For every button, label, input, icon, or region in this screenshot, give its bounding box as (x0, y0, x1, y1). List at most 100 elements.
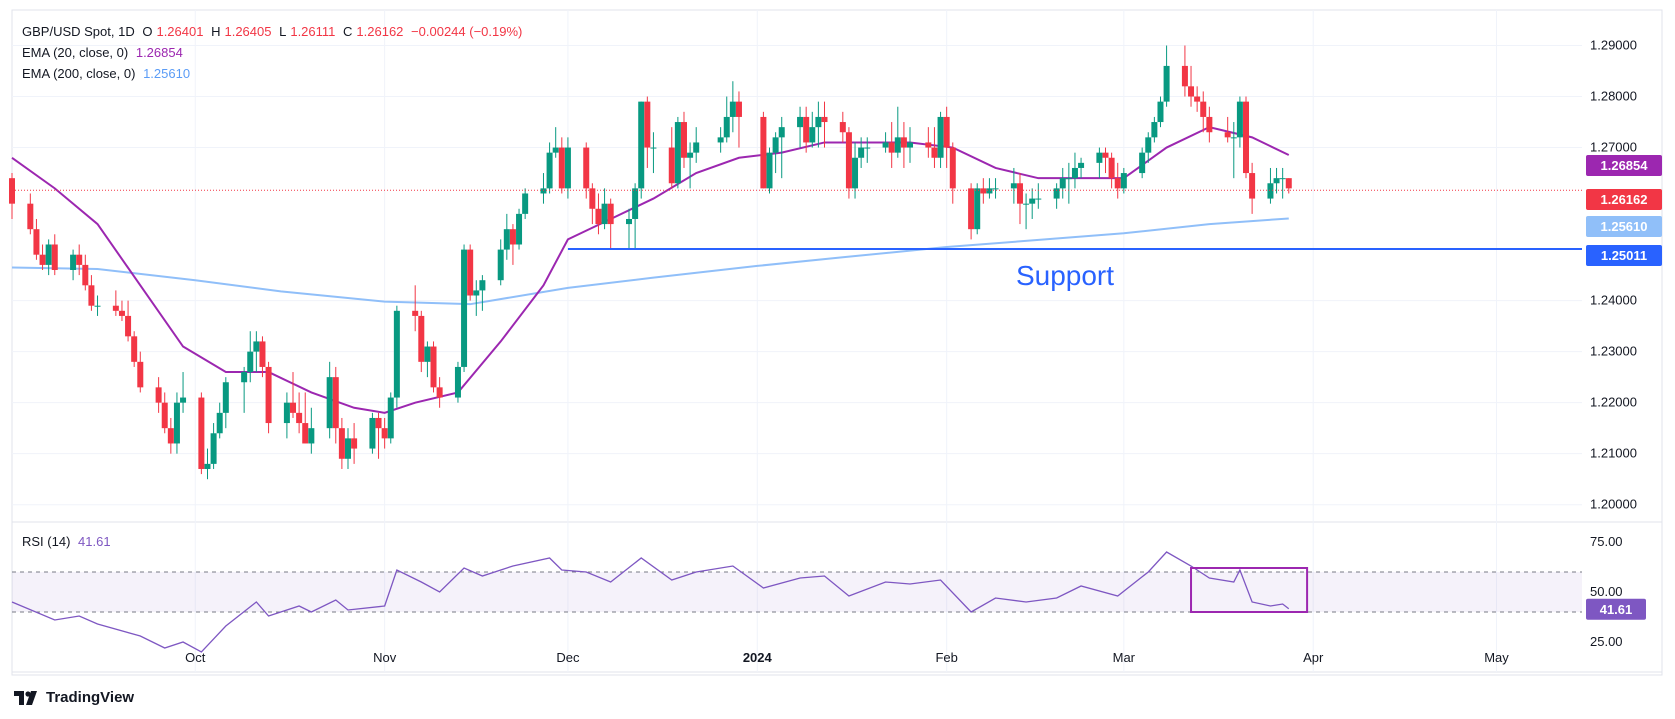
candle-body (1206, 116, 1213, 133)
candle (118, 300, 125, 322)
candle-body (1059, 178, 1066, 189)
candle (974, 183, 981, 235)
ema20-label: EMA (20, close, 0) (22, 45, 129, 60)
candle (332, 366, 339, 444)
candle-body (161, 402, 168, 429)
candle-body (852, 157, 859, 189)
candle (1279, 167, 1286, 199)
rsi-value-badge (1586, 598, 1646, 620)
y-tick-label: 1.28000 (1590, 89, 1637, 104)
ema200-legend[interactable]: EMA (200, close, 0) 1.25610 (22, 66, 194, 81)
candle-body (308, 428, 315, 444)
candle (583, 142, 590, 199)
candle-body (112, 305, 119, 311)
x-tick-label: Oct (185, 650, 206, 665)
candle-body (51, 244, 58, 270)
candle-body (381, 428, 388, 439)
candle-body (94, 305, 101, 307)
candle-body (1071, 167, 1078, 179)
candle-body (839, 122, 846, 133)
candle (1078, 157, 1085, 179)
tradingview-logo[interactable]: TradingView (14, 689, 134, 706)
candle-body (1249, 173, 1256, 199)
candle-body (766, 152, 773, 189)
candle-body (503, 229, 510, 250)
candle (522, 188, 529, 219)
candle (125, 300, 132, 342)
candle-body (1236, 101, 1243, 138)
candle (772, 132, 779, 174)
candle (222, 377, 229, 429)
candle (937, 111, 944, 168)
candle-body (1230, 137, 1237, 139)
candle-body (375, 417, 382, 429)
candle (1096, 147, 1103, 179)
candle-body (564, 147, 571, 189)
candle-body (1267, 183, 1274, 199)
ohlc-low: L 1.26111 (279, 24, 335, 39)
candle-body (803, 116, 810, 143)
candle-body (344, 438, 351, 459)
candle (253, 331, 260, 373)
candle (601, 188, 608, 230)
candle-body (607, 203, 614, 225)
rsi-highlight-box (1190, 567, 1309, 613)
candle-body (216, 412, 223, 434)
candle (265, 361, 272, 434)
candle (1139, 147, 1146, 179)
candle-body (454, 366, 461, 398)
candle-body (326, 377, 333, 429)
candle-body (1065, 178, 1072, 180)
symbol-title: GBP/USD Spot, 1D (22, 24, 135, 39)
y-tick-label: 1.22000 (1590, 395, 1637, 410)
candle (858, 137, 865, 168)
candle-body (931, 147, 938, 158)
rsi-legend[interactable]: RSI (14) 41.61 (22, 534, 115, 549)
candle (1285, 178, 1292, 194)
candle-body (516, 213, 523, 245)
candle-body (39, 254, 46, 265)
candle (1035, 183, 1042, 209)
candle-body (1096, 152, 1103, 163)
candle (1010, 167, 1017, 204)
candle-body (552, 147, 559, 153)
candle (552, 127, 559, 158)
candle-body (772, 137, 779, 153)
rsi-value: 41.61 (78, 534, 111, 549)
candle (723, 96, 730, 143)
ema20-legend[interactable]: EMA (20, close, 0) 1.26854 (22, 45, 187, 60)
candle-body (332, 377, 339, 429)
candle (1188, 65, 1195, 107)
candle-body (674, 122, 681, 184)
candle-body (1053, 188, 1060, 199)
candle-body (1029, 198, 1036, 204)
candle-body (1200, 101, 1207, 117)
candle (907, 127, 914, 163)
candle-body (302, 423, 309, 444)
x-tick-label: Apr (1303, 650, 1324, 665)
ema200-value: 1.25610 (143, 66, 191, 81)
candle-body (118, 310, 125, 316)
candle-body (338, 428, 345, 459)
candle-body (45, 244, 52, 265)
candle-body (296, 412, 303, 424)
candle-body (1139, 152, 1146, 174)
candle (387, 392, 394, 444)
candle-body (461, 249, 468, 367)
candle (1236, 96, 1243, 148)
price-badge-label: 1.25610 (1601, 219, 1648, 234)
candle (1023, 193, 1030, 230)
candle-body (509, 229, 516, 245)
candle (76, 244, 83, 276)
candle (497, 239, 504, 286)
candle (210, 423, 217, 469)
candle (540, 173, 547, 204)
candle-body (180, 397, 187, 403)
rsi-band (12, 572, 1582, 612)
candle-body (430, 346, 437, 388)
candle-body (1120, 173, 1127, 189)
candle-body (693, 142, 700, 153)
candle (668, 127, 675, 189)
candle-body (546, 152, 553, 189)
